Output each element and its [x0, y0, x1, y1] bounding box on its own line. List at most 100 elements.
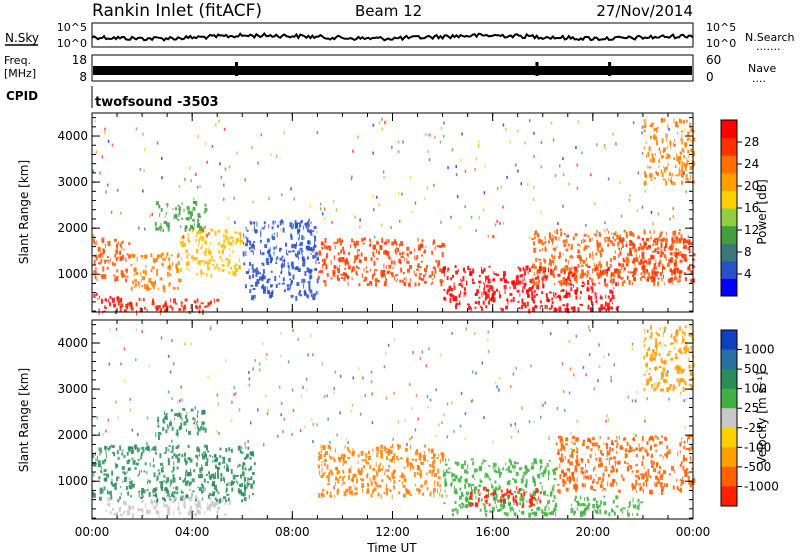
scatter-cell — [147, 287, 150, 290]
scatter-cell — [196, 506, 198, 510]
scatter-cell — [357, 461, 359, 464]
scatter-cell — [496, 274, 500, 277]
scatter-cell — [312, 353, 314, 357]
scatter-cell — [399, 279, 402, 283]
scatter-cell — [596, 295, 597, 300]
scatter-cell — [367, 456, 371, 460]
scatter-cell — [669, 245, 672, 249]
scatter-cell — [649, 173, 653, 179]
scatter-cell — [204, 225, 206, 229]
scatter-cell — [328, 472, 331, 478]
scatter-cell — [611, 465, 614, 470]
scatter-cell — [352, 448, 354, 452]
scatter-cell — [171, 426, 174, 431]
colorbar-tick-label: -1000 — [744, 479, 779, 493]
scatter-cell — [446, 276, 449, 280]
scatter-cell — [638, 483, 642, 486]
scatter-cell — [502, 221, 505, 225]
scatter-cell — [395, 279, 397, 282]
scatter-cell — [238, 265, 241, 270]
scatter-cell — [595, 300, 598, 303]
scatter-cell — [201, 464, 203, 470]
scatter-cell — [553, 508, 557, 512]
scatter-cell — [252, 243, 254, 247]
scatter-cell — [635, 489, 637, 493]
scatter-cell — [407, 260, 410, 264]
scatter-cell — [158, 512, 160, 518]
scatter-cell — [514, 461, 516, 465]
scatter-cell — [355, 270, 358, 275]
scatter-cell — [115, 327, 118, 331]
scatter-cell — [115, 465, 118, 469]
scatter-cell — [103, 274, 107, 280]
scatter-cell — [167, 424, 169, 429]
scatter-cell — [475, 371, 477, 375]
scatter-cell — [528, 308, 531, 314]
scatter-cell — [222, 499, 224, 503]
scatter-cell — [554, 467, 556, 471]
scatter-cell — [542, 247, 544, 251]
scatter-cell — [625, 256, 629, 261]
scatter-cell — [456, 509, 459, 515]
scatter-cell — [654, 435, 658, 438]
scatter-cell — [455, 296, 458, 302]
scatter-cell — [130, 264, 133, 267]
scatter-cell — [636, 390, 638, 394]
scatter-cell — [167, 511, 171, 516]
scatter-cell — [566, 282, 568, 287]
scatter-cell — [612, 132, 614, 136]
scatter-cell — [393, 453, 396, 457]
scatter-cell — [677, 277, 679, 281]
scatter-cell — [395, 274, 399, 277]
scatter-cell — [557, 489, 560, 493]
scatter-cell — [164, 411, 166, 416]
scatter-cell — [657, 281, 660, 287]
scatter-cell — [675, 124, 679, 128]
scatter-cell — [376, 241, 378, 244]
scatter-cell — [381, 127, 384, 131]
scatter-cell — [394, 248, 397, 254]
scatter-cell — [624, 453, 627, 459]
scatter-cell — [321, 494, 323, 499]
scatter-cell — [344, 272, 347, 275]
scatter-cell — [198, 260, 202, 266]
scatter-cell — [121, 240, 124, 244]
scatter-cell — [475, 229, 477, 233]
scatter-cell — [500, 498, 503, 503]
scatter-cell — [185, 249, 189, 254]
scatter-cell — [444, 489, 446, 493]
scatter-cell — [320, 449, 322, 453]
scatter-cell — [187, 471, 191, 476]
scatter-cell — [576, 254, 579, 258]
scatter-cell — [660, 357, 663, 363]
scatter-cell — [688, 480, 692, 485]
scatter-cell — [207, 266, 211, 271]
scatter-cell — [685, 157, 687, 160]
scatter-cell — [600, 500, 603, 505]
scatter-cell — [310, 268, 313, 272]
scatter-cell — [342, 458, 345, 462]
scatter-cell — [410, 494, 412, 497]
scatter-cell — [129, 408, 131, 412]
scatter-cell — [231, 270, 233, 276]
scatter-cell — [609, 298, 612, 303]
scatter-cell — [478, 216, 480, 220]
scatter-cell — [246, 229, 249, 232]
scatter-cell — [298, 256, 299, 260]
scatter-cell — [125, 269, 129, 272]
scatter-cell — [382, 465, 384, 468]
scatter-cell — [158, 287, 160, 291]
scatter-cell — [690, 149, 693, 153]
scatter-cell — [160, 207, 163, 212]
scatter-cell — [608, 353, 610, 357]
scatter-cell — [616, 461, 619, 465]
scatter-cell — [505, 462, 507, 466]
scatter-cell — [357, 468, 360, 474]
scatter-cell — [203, 478, 206, 483]
scatter-cell — [142, 189, 144, 193]
scatter-cell — [182, 235, 185, 239]
scatter-cell — [307, 256, 309, 260]
scatter-cell — [350, 465, 352, 468]
scatter-cell — [225, 499, 228, 503]
scatter-cell — [137, 433, 139, 436]
